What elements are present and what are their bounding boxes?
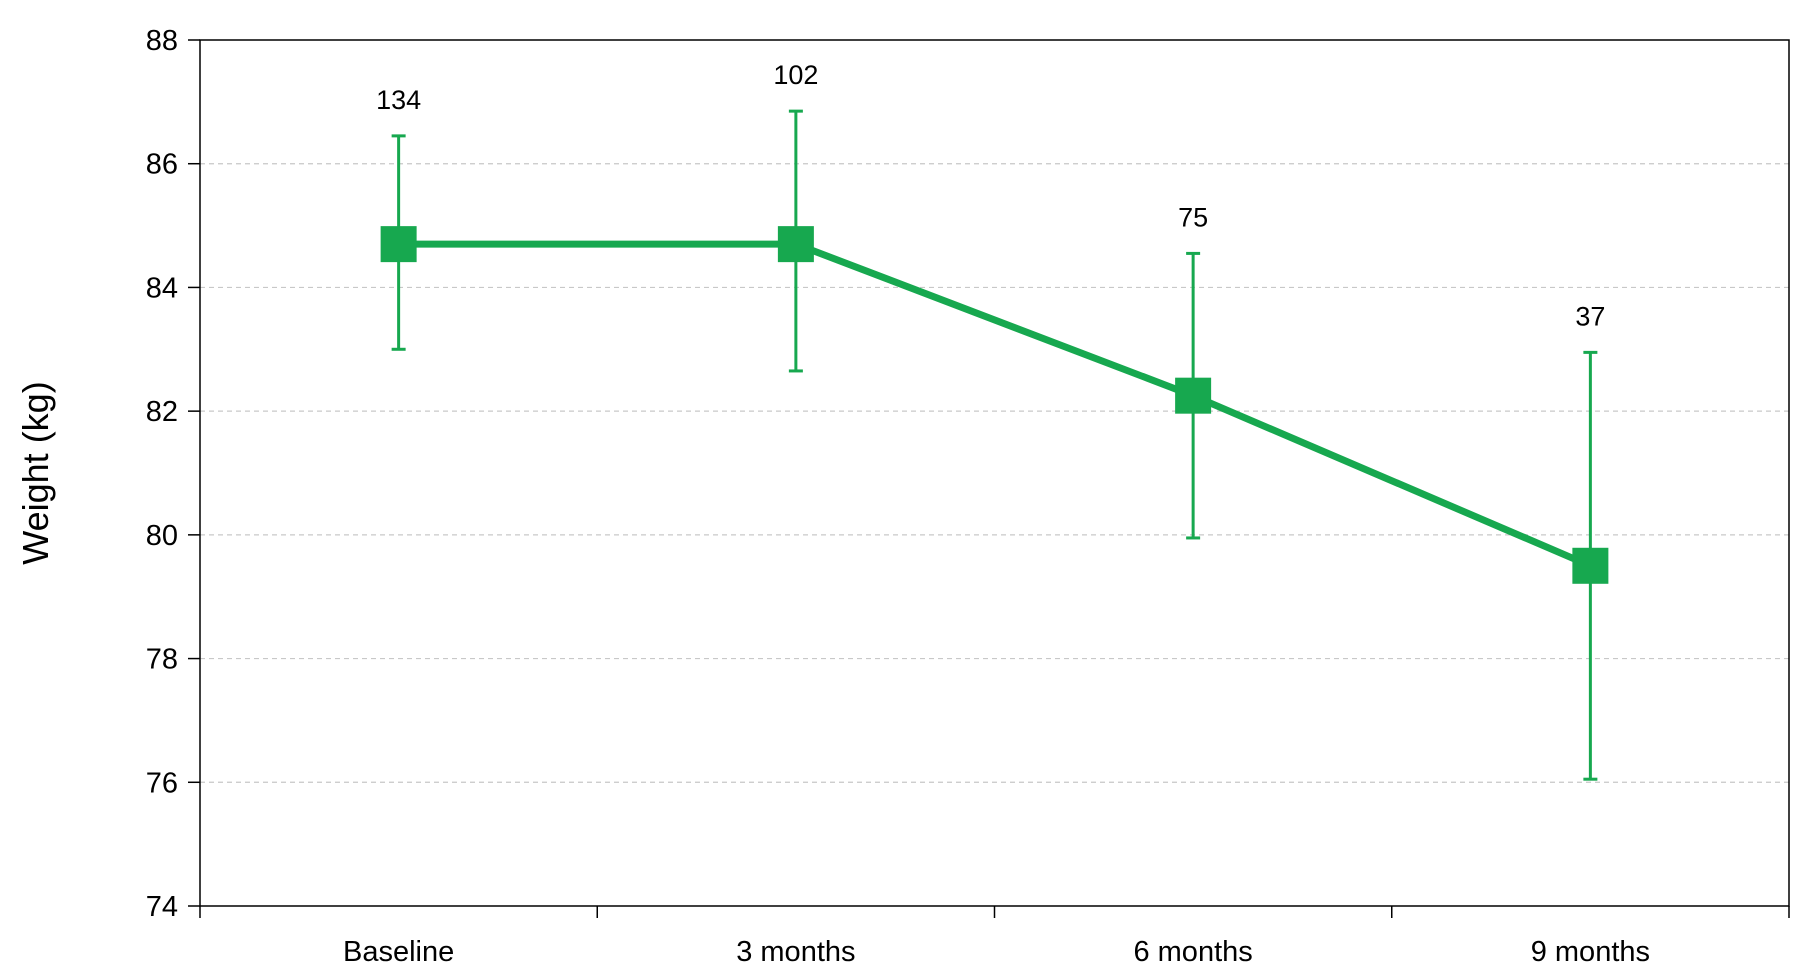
data-label: 134 (376, 85, 421, 115)
data-label: 75 (1178, 202, 1208, 232)
axes (199, 39, 1790, 907)
data-point-marker (1572, 547, 1609, 584)
x-tick-label: 6 months (1133, 936, 1252, 968)
series-weight: 134 102 75 37 (376, 60, 1609, 781)
data-point-marker (1175, 377, 1212, 414)
y-axis-ticks: 74 76 78 80 82 84 86 88 (146, 25, 200, 923)
x-tick-label: 9 months (1531, 936, 1650, 968)
data-point-marker (777, 226, 814, 263)
gridlines (200, 163, 1789, 783)
data-label: 37 (1575, 301, 1605, 331)
plot-frame (199, 39, 1790, 907)
y-tick-label: 88 (146, 25, 178, 57)
x-tick-label: Baseline (343, 936, 454, 968)
series-line (398, 240, 1592, 570)
y-tick-label: 80 (146, 520, 178, 552)
x-tick-label: 3 months (736, 936, 855, 968)
x-axis-ticks: Baseline 3 months 6 months 9 months (199, 906, 1790, 968)
y-tick-label: 84 (146, 272, 178, 304)
y-tick-label: 86 (146, 149, 178, 181)
y-tick-label: 74 (146, 891, 178, 923)
y-tick-label: 78 (146, 644, 178, 676)
y-axis-title: Weight (kg) (15, 381, 56, 564)
data-point-marker (380, 226, 417, 263)
y-tick-label: 82 (146, 396, 178, 428)
y-tick-label: 76 (146, 767, 178, 799)
data-label: 102 (773, 60, 818, 90)
